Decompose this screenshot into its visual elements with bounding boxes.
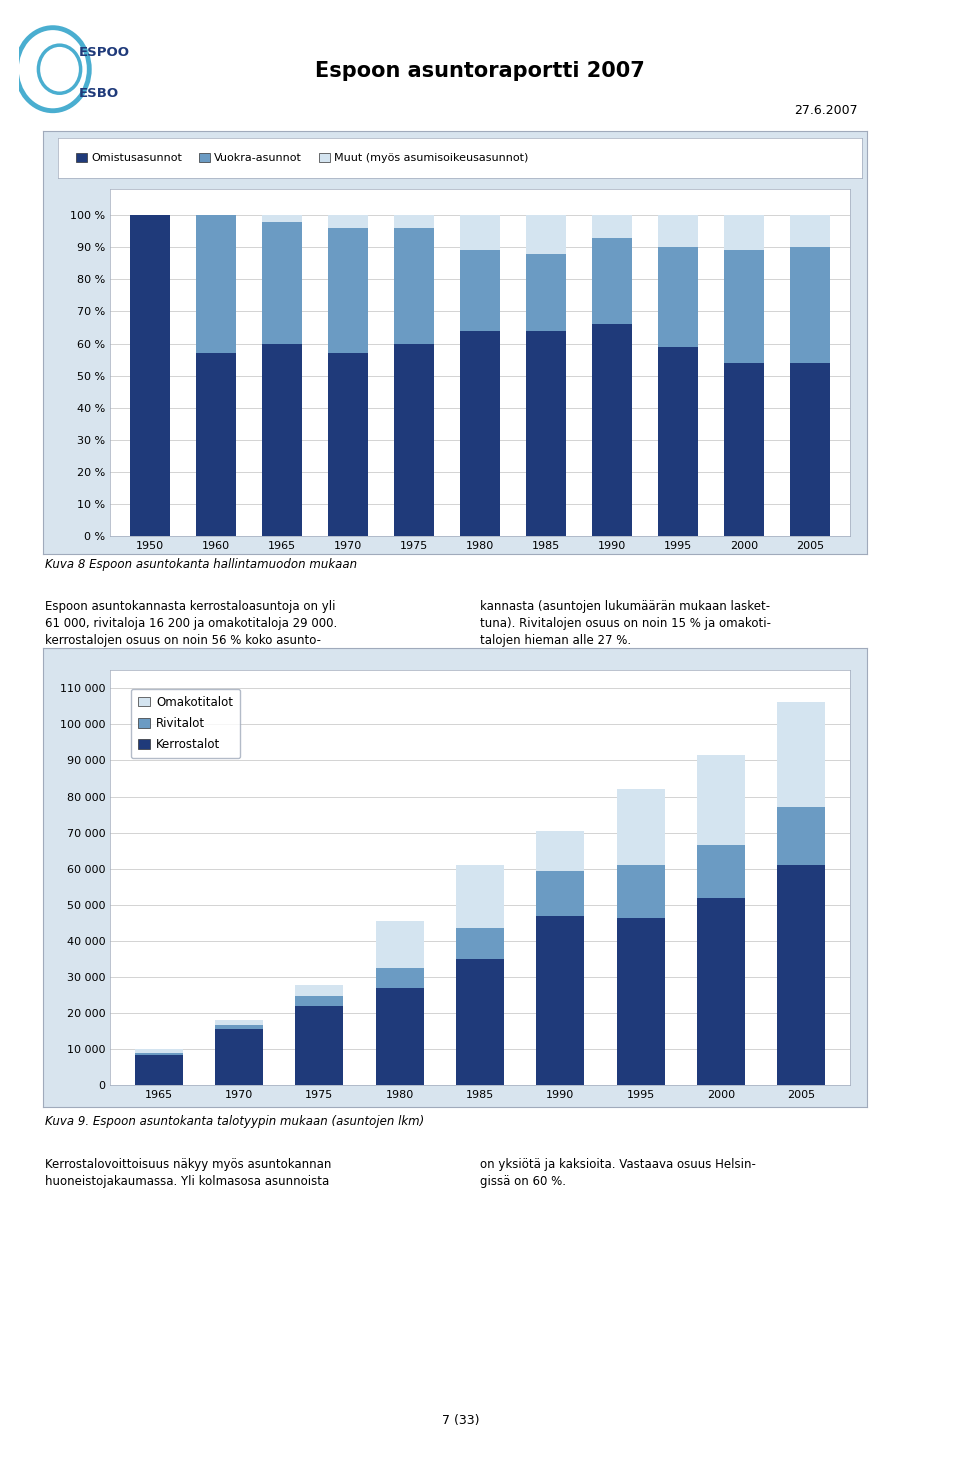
Bar [778, 807, 826, 865]
Bar [537, 830, 585, 871]
Bar [375, 967, 423, 988]
Bar [131, 216, 170, 536]
Bar [790, 248, 829, 363]
Bar [659, 216, 698, 248]
Bar [592, 325, 632, 536]
Polygon shape [833, 0, 960, 102]
Text: ESBO: ESBO [79, 87, 119, 99]
Text: Kerrostalovoittoisuus näkyy myös asuntokannan
huoneistojakaumassa. Yli kolmasosa: Kerrostalovoittoisuus näkyy myös asuntok… [45, 1158, 331, 1189]
Bar [215, 1030, 263, 1085]
Bar [296, 997, 344, 1005]
Text: 27.6.2007: 27.6.2007 [794, 105, 857, 117]
Bar [460, 216, 500, 251]
Polygon shape [852, 0, 960, 248]
Bar [262, 344, 301, 536]
Bar [456, 959, 504, 1085]
Text: Kuva 8 Espoon asuntokanta hallintamuodon mukaan: Kuva 8 Espoon asuntokanta hallintamuodon… [45, 558, 357, 571]
Bar [526, 254, 565, 331]
Bar [616, 790, 665, 865]
Bar [460, 251, 500, 331]
Polygon shape [870, 189, 960, 393]
Bar [778, 865, 826, 1085]
Bar [526, 331, 565, 536]
Bar [215, 1026, 263, 1030]
Bar [537, 871, 585, 916]
Bar [697, 898, 745, 1085]
Bar [456, 928, 504, 959]
Text: ESPOO: ESPOO [79, 47, 130, 60]
Bar [592, 237, 632, 325]
Bar [296, 985, 344, 997]
Bar [778, 702, 826, 807]
Bar [724, 251, 764, 363]
Text: Kuva 9. Espoon asuntokanta talotyypin mukaan (asuntojen lkm): Kuva 9. Espoon asuntokanta talotyypin mu… [45, 1115, 424, 1128]
Bar [134, 1053, 182, 1055]
Bar [790, 216, 829, 248]
Legend: Omakotitalot, Rivitalot, Kerrostalot: Omakotitalot, Rivitalot, Kerrostalot [132, 689, 240, 758]
Text: 7 (33): 7 (33) [442, 1415, 480, 1426]
Polygon shape [878, 291, 951, 466]
Bar [659, 347, 698, 536]
Bar [134, 1049, 182, 1053]
Bar [296, 1005, 344, 1085]
Bar [659, 248, 698, 347]
Bar [375, 921, 423, 967]
Text: Espoon asuntokannasta kerrostaloasuntoja on yli
61 000, rivitaloja 16 200 ja oma: Espoon asuntokannasta kerrostaloasuntoja… [45, 600, 337, 647]
Bar [196, 353, 236, 536]
Bar [460, 331, 500, 536]
Bar [262, 221, 301, 344]
Text: kannasta (asuntojen lukumäärän mukaan lasket-
tuna). Rivitalojen osuus on noin 1: kannasta (asuntojen lukumäärän mukaan la… [480, 600, 771, 647]
Bar [395, 216, 434, 227]
Bar [724, 363, 764, 536]
Bar [697, 845, 745, 898]
Bar [328, 227, 368, 353]
Bar [375, 988, 423, 1085]
Text: on yksiötä ja kaksioita. Vastaava osuus Helsin-
gissä on 60 %.: on yksiötä ja kaksioita. Vastaava osuus … [480, 1158, 756, 1189]
Bar [456, 865, 504, 928]
Bar [395, 344, 434, 536]
Bar [697, 755, 745, 845]
Bar [328, 353, 368, 536]
Bar [616, 865, 665, 918]
Bar [526, 216, 565, 254]
Polygon shape [843, 0, 960, 175]
Bar [790, 363, 829, 536]
Bar [215, 1020, 263, 1026]
Polygon shape [861, 87, 960, 321]
Bar [724, 216, 764, 251]
Bar [537, 916, 585, 1085]
Bar [395, 227, 434, 344]
Bar [616, 918, 665, 1085]
Legend: Omistusasunnot, Vuokra-asunnot, Muut (myös asumisoikeusasunnot): Omistusasunnot, Vuokra-asunnot, Muut (my… [71, 149, 533, 168]
Bar [196, 216, 236, 353]
Text: Espoon asuntoraportti 2007: Espoon asuntoraportti 2007 [315, 61, 645, 82]
Bar [134, 1055, 182, 1085]
Bar [592, 216, 632, 237]
Bar [328, 216, 368, 227]
Bar [262, 216, 301, 221]
